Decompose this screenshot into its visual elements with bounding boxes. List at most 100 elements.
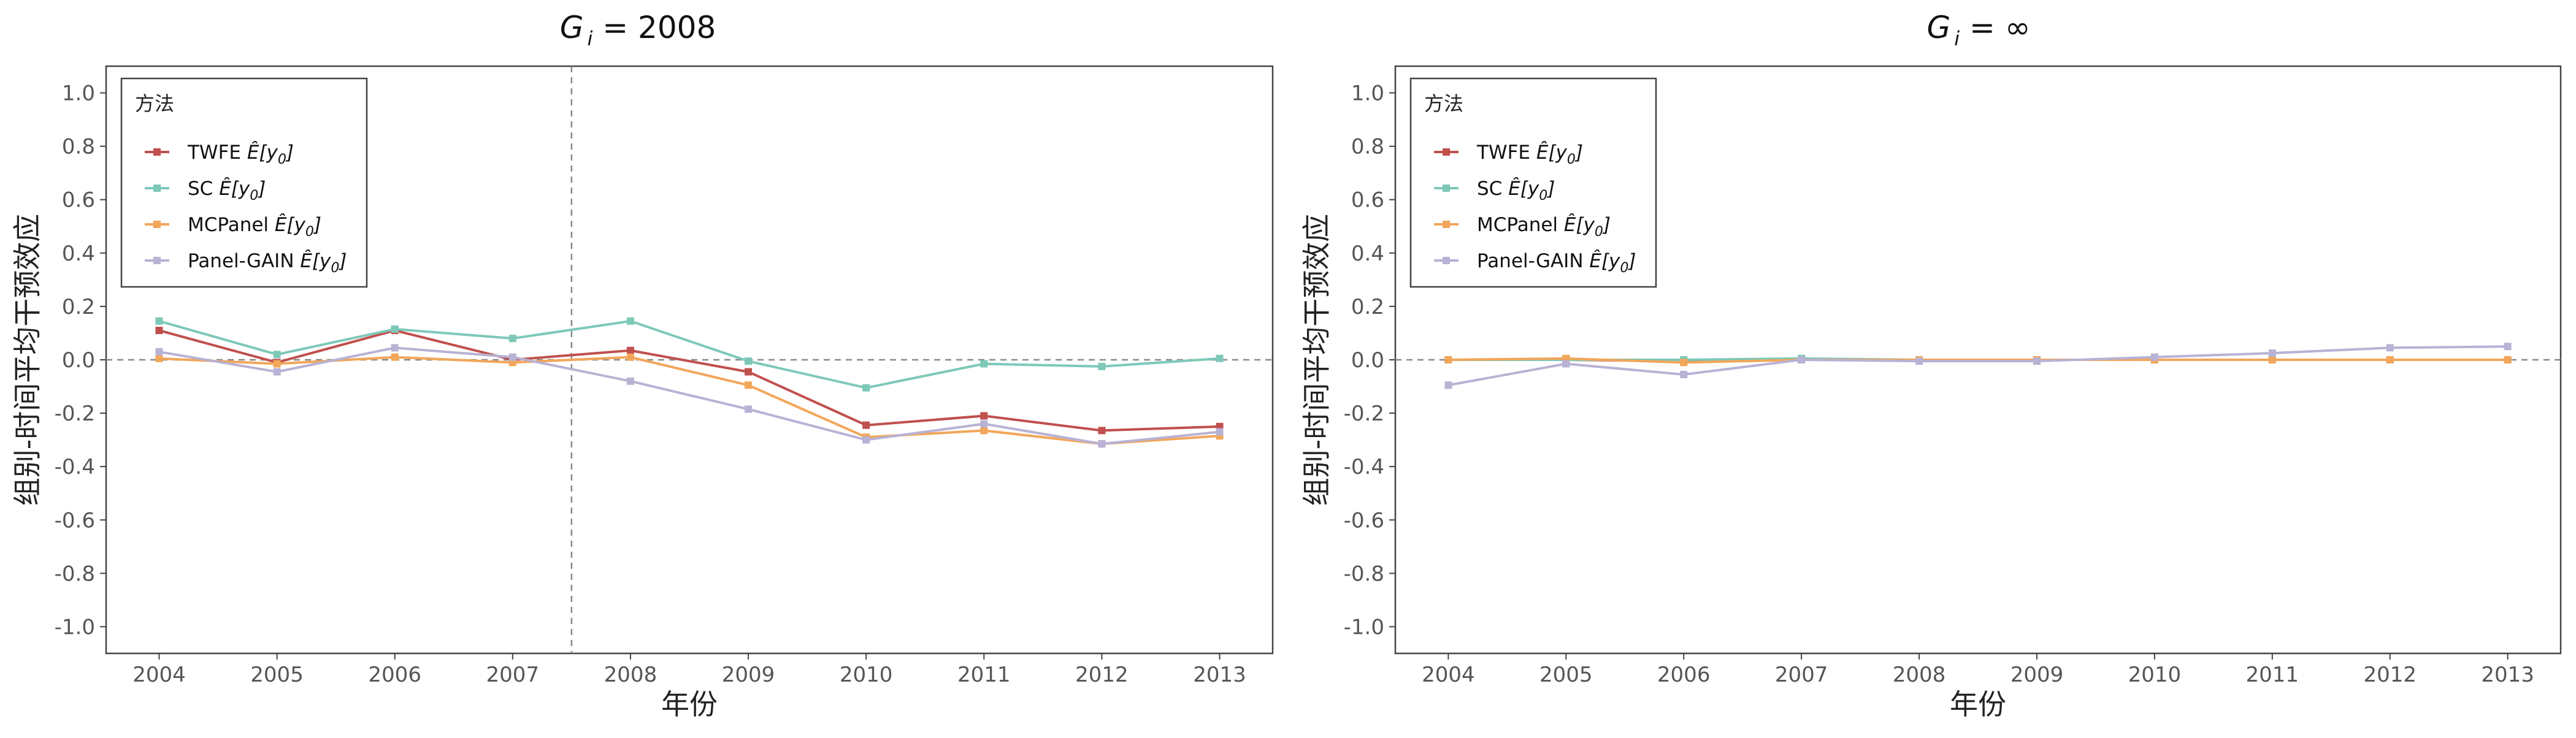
data-point — [862, 384, 870, 392]
data-point — [1915, 357, 1923, 365]
data-point — [273, 368, 281, 376]
y-tick-label: 0.4 — [62, 242, 95, 266]
legend-math-close: ] — [1546, 178, 1555, 200]
y-tick-label: -0.8 — [1344, 561, 1384, 586]
data-point — [980, 360, 988, 368]
legend-math-close: ] — [1627, 250, 1636, 272]
data-point — [2268, 349, 2276, 357]
legend-label: Panel-GAIN Ê[y0] — [1477, 250, 1636, 276]
data-point — [980, 412, 988, 420]
x-tick-label: 2009 — [722, 663, 775, 687]
x-axis-label: 年份 — [661, 688, 718, 721]
legend-math: Ê[y — [247, 142, 278, 164]
legend-entry-mcpanel[interactable]: MCPanel Ê[y0] — [145, 214, 321, 240]
legend-entry-twfe[interactable]: TWFE Ê[y0] — [145, 142, 294, 167]
legend-key-marker — [1443, 148, 1450, 156]
legend-math: Ê[y — [219, 178, 250, 200]
x-tick-label: 2011 — [2246, 663, 2299, 687]
x-tick-label: 2012 — [2363, 663, 2417, 687]
legend-math-close: ] — [313, 214, 321, 236]
data-point — [155, 327, 163, 335]
legend-math: Ê[y — [1536, 142, 1568, 164]
x-tick-label: 2004 — [132, 663, 186, 687]
title-rest: = ∞ — [1960, 10, 2030, 45]
x-tick-label: 2008 — [1893, 663, 1946, 687]
data-point — [1216, 354, 1224, 362]
title-subscript: i — [1954, 27, 1960, 50]
y-tick-label: 0.8 — [62, 135, 95, 159]
legend-math-close: ] — [1574, 142, 1583, 164]
legend-math-close: ] — [257, 178, 266, 200]
data-point — [862, 421, 870, 429]
legend-math-sub: 0 — [1539, 188, 1547, 204]
y-tick-label: 0.6 — [1351, 188, 1384, 213]
series-line — [159, 346, 1220, 446]
data-point — [391, 344, 399, 352]
legend-series-name: MCPanel — [188, 214, 275, 236]
data-point — [2386, 356, 2394, 363]
y-tick-label: -0.6 — [1344, 508, 1384, 533]
legend-entry-panel-gain[interactable]: Panel-GAIN Ê[y0] — [1434, 250, 1636, 276]
data-point — [155, 354, 163, 362]
title-main: G — [1927, 10, 1951, 45]
legend-entry-sc[interactable]: SC Ê[y0] — [1434, 178, 1555, 204]
legend-entry-panel-gain[interactable]: Panel-GAIN Ê[y0] — [145, 250, 347, 276]
data-point — [1098, 362, 1106, 370]
data-point — [862, 436, 870, 444]
series-line — [158, 329, 1220, 432]
data-point — [1098, 440, 1106, 448]
legend-label: Panel-GAIN Ê[y0] — [188, 250, 347, 276]
legend-math-close: ] — [338, 250, 347, 272]
data-point — [508, 335, 516, 343]
data-point — [391, 353, 399, 361]
data-point — [626, 317, 634, 325]
x-tick-label: 2009 — [2011, 663, 2064, 687]
series-line — [1448, 345, 2508, 387]
legend-entry-mcpanel[interactable]: MCPanel Ê[y0] — [1434, 214, 1611, 240]
legend-math-sub: 0 — [1567, 152, 1576, 167]
legend-label: MCPanel Ê[y0] — [188, 214, 321, 240]
series-panel-gain — [1444, 343, 2512, 389]
data-point — [1216, 428, 1224, 436]
y-tick-label: -0.6 — [55, 508, 95, 533]
x-tick-label: 2006 — [1657, 663, 1711, 687]
x-tick-label: 2010 — [840, 663, 893, 687]
legend-entry-sc[interactable]: SC Ê[y0] — [145, 178, 266, 204]
data-point — [2033, 357, 2041, 365]
legend-key-marker — [153, 148, 161, 156]
y-tick-label: 0.2 — [62, 295, 95, 319]
legend-math: Ê[y — [275, 214, 306, 236]
x-tick-label: 2005 — [250, 663, 304, 687]
data-point — [2386, 344, 2394, 352]
legend-box — [1409, 77, 1657, 288]
x-tick-label: 2005 — [1539, 663, 1593, 687]
legend-title: 方法 — [1424, 92, 1463, 115]
legend-math-sub: 0 — [331, 261, 339, 276]
legend-math: Ê[y — [1564, 214, 1595, 236]
data-point — [626, 377, 634, 385]
data-point — [626, 346, 634, 354]
data-point — [1098, 427, 1106, 435]
x-tick-label: 2008 — [604, 663, 657, 687]
x-tick-label: 2010 — [2128, 663, 2182, 687]
x-tick-label: 2013 — [2481, 663, 2534, 687]
data-point — [1680, 370, 1688, 378]
data-point — [1798, 356, 1806, 363]
legend-entry-twfe[interactable]: TWFE Ê[y0] — [1434, 142, 1583, 167]
legend-key-marker — [153, 257, 161, 264]
data-point — [1444, 356, 1452, 363]
title-subscript: i — [587, 27, 592, 50]
data-point — [1444, 381, 1452, 389]
y-axis-label: 组别-时间平均干预效应 — [1300, 214, 1333, 506]
series-line — [1448, 357, 2508, 364]
series-mcpanel — [155, 353, 1224, 448]
series-panel-gain — [155, 344, 1224, 448]
x-tick-label: 2007 — [1775, 663, 1828, 687]
y-tick-label: -0.2 — [1344, 401, 1384, 426]
y-tick-label: 1.0 — [1351, 82, 1384, 106]
data-point — [273, 360, 281, 368]
legend-label: TWFE Ê[y0] — [1476, 142, 1583, 167]
